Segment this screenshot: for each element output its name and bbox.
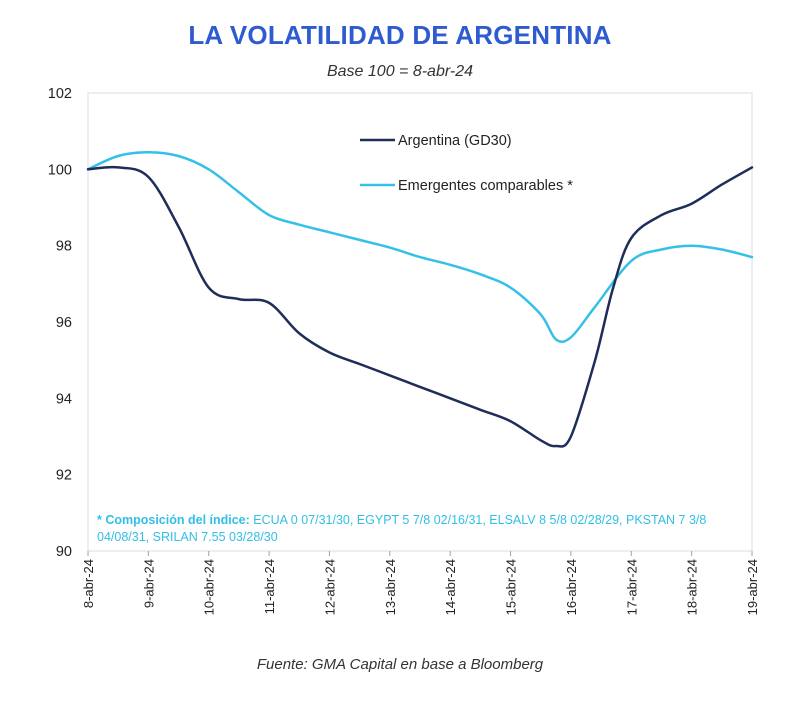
y-tick-label: 100 (48, 162, 72, 178)
x-tick-label: 11-abr-24 (262, 559, 277, 614)
x-tick-label: 15-abr-24 (504, 559, 519, 615)
chart-title: LA VOLATILIDAD DE ARGENTINA (188, 20, 612, 50)
x-tick-label: 17-abr-24 (624, 559, 639, 615)
x-tick-label: 8-abr-24 (81, 559, 96, 608)
series-line-emergentes (86, 150, 754, 343)
y-tick-label: 94 (56, 391, 72, 407)
x-tick-label: 14-abr-24 (443, 559, 458, 615)
y-tick-label: 98 (56, 239, 72, 255)
chart-subtitle: Base 100 = 8-abr-24 (326, 63, 474, 80)
y-tick-label: 90 (56, 544, 72, 560)
x-tick-label: 19-abr-24 (745, 559, 760, 615)
index-composition-note: * Composición del índice: ECUA 0 07/31/3… (97, 512, 747, 546)
legend-label-argentina: Argentina (GD30) (398, 133, 512, 149)
plot-area (87, 92, 753, 552)
y-tick-label: 92 (56, 468, 72, 484)
note-text: ECUA 0 07/31/30, EGYPT 5 7/8 02/16/31, E… (97, 513, 707, 544)
x-tick-label: 18-abr-24 (685, 559, 700, 615)
x-tick-label: 12-abr-24 (322, 559, 337, 615)
y-tick-label: 102 (48, 86, 72, 102)
x-tick-label: 9-abr-24 (141, 559, 156, 608)
x-tick-label: 13-abr-24 (383, 559, 398, 615)
x-tick-label: 16-abr-24 (564, 559, 579, 615)
x-tick-label: 10-abr-24 (202, 559, 217, 615)
chart-source: Fuente: GMA Capital en base a Bloomberg (256, 656, 544, 673)
series-line-argentina (86, 165, 754, 448)
note-label: * Composición del índice: (97, 513, 250, 527)
legend-label-emergentes: Emergentes comparables * (398, 178, 573, 194)
y-tick-label: 96 (56, 315, 72, 331)
